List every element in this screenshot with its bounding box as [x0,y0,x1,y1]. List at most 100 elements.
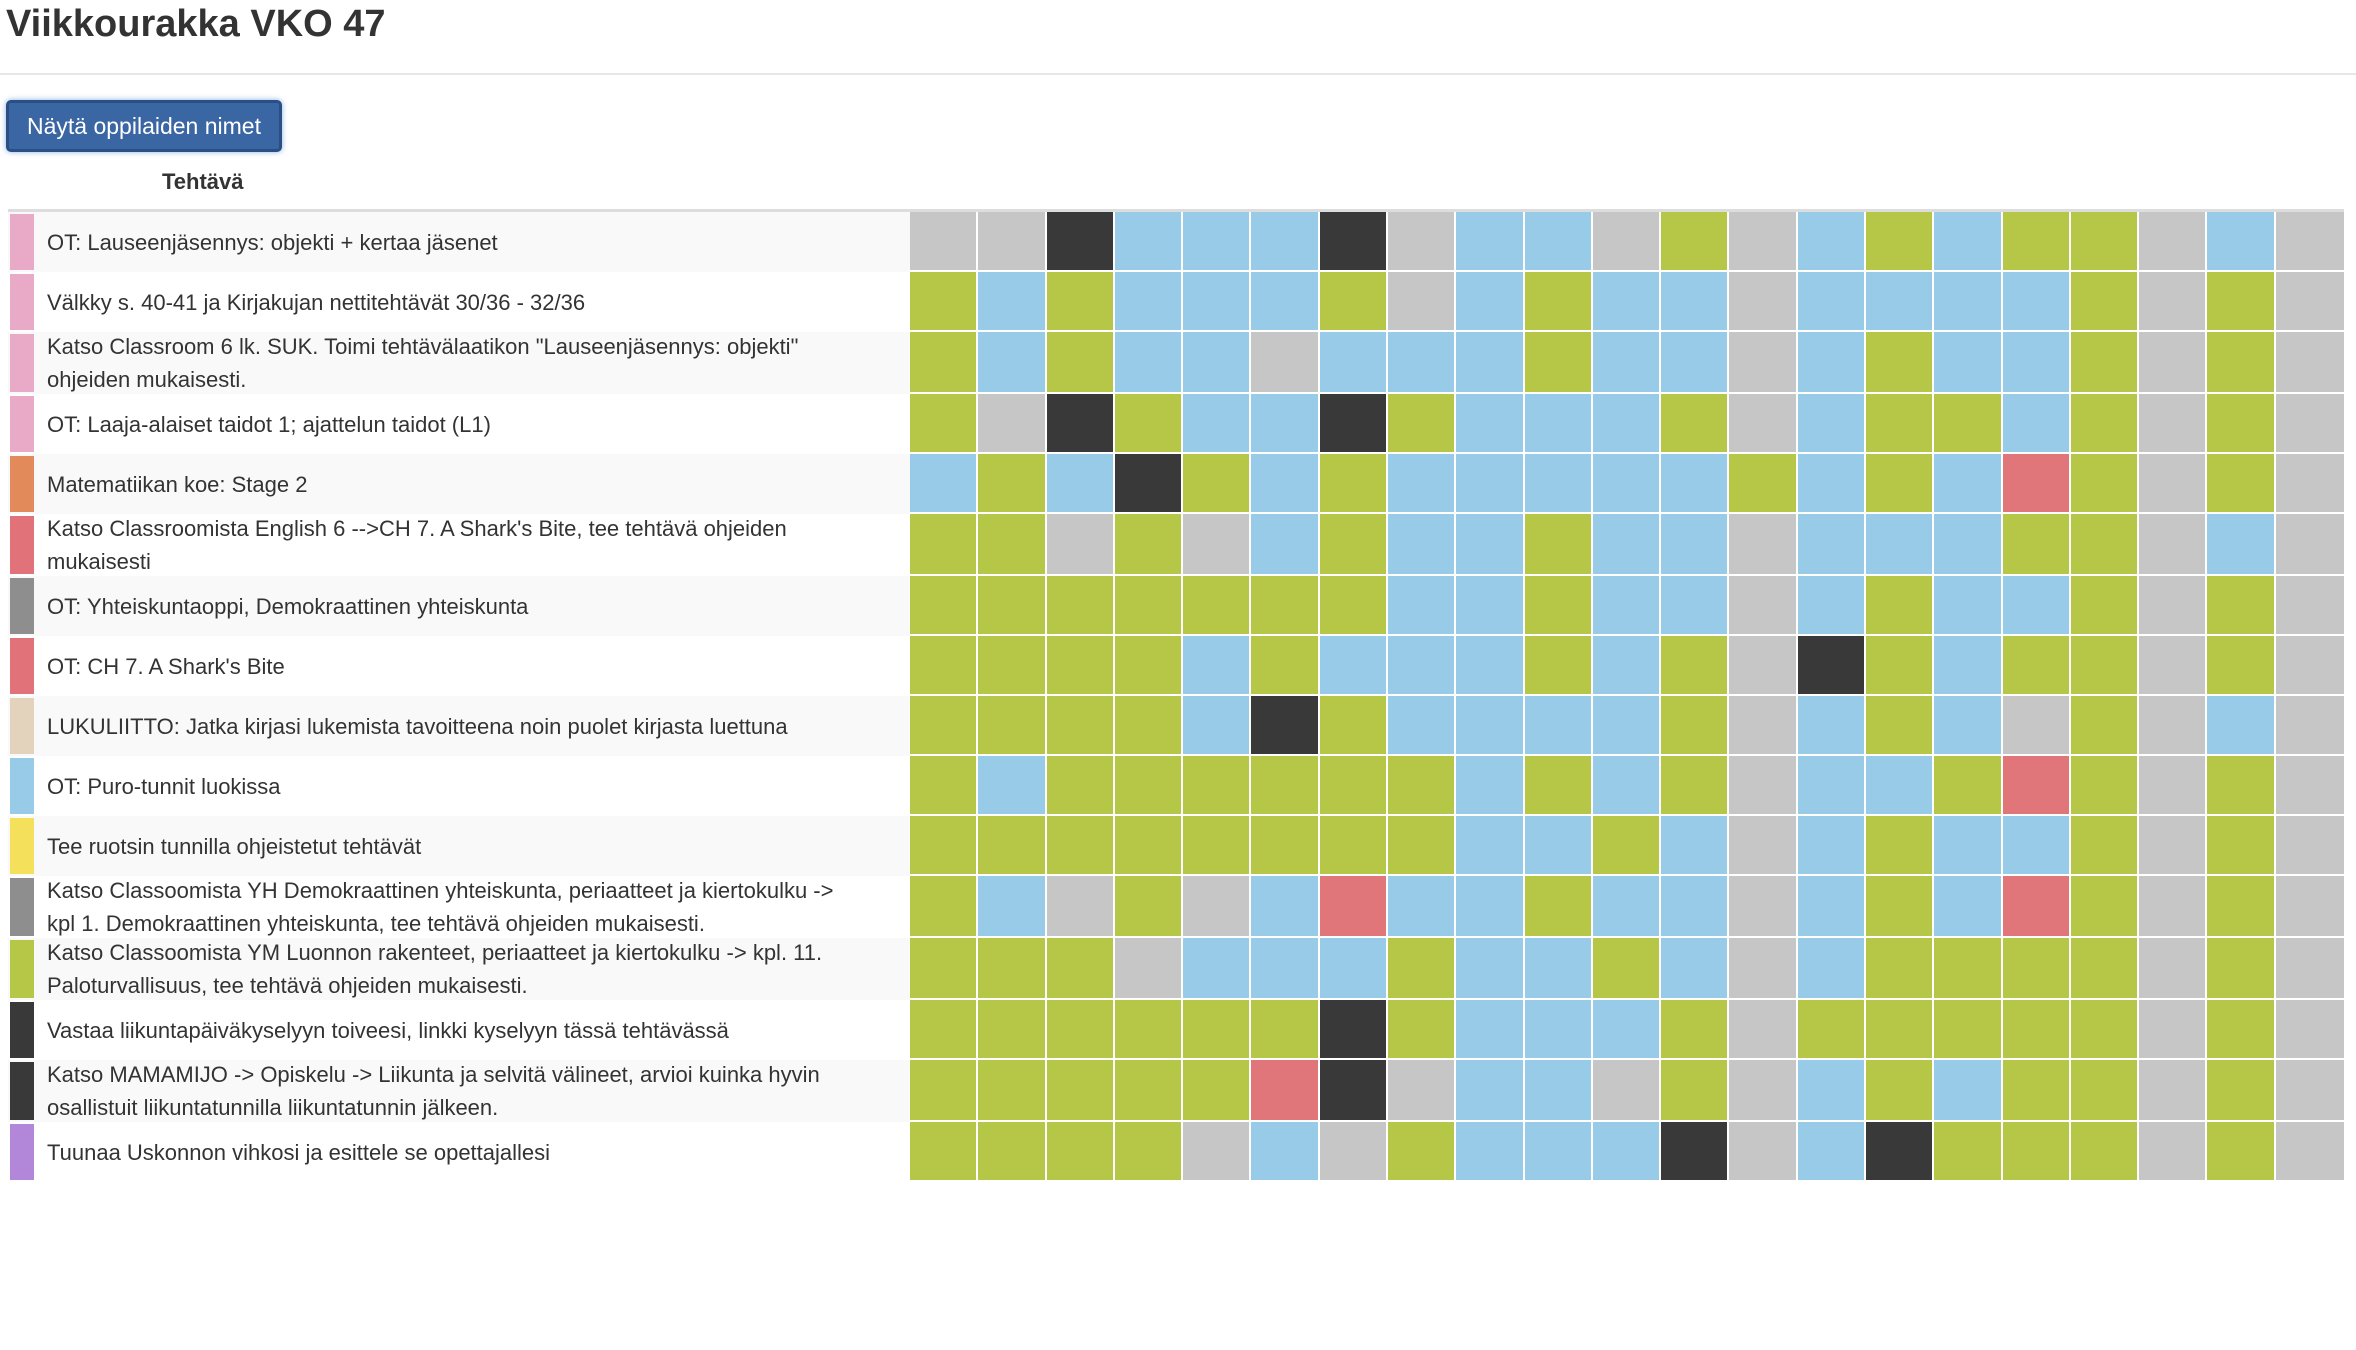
student-status-cell[interactable] [2070,394,2140,454]
student-status-cell[interactable] [1251,1000,1320,1060]
student-status-cell[interactable] [910,514,979,576]
student-status-cell[interactable] [2207,1060,2276,1122]
student-status-cell[interactable] [1319,1000,1388,1060]
student-status-cell[interactable] [2139,394,2208,454]
student-status-cell[interactable] [1251,756,1320,816]
student-status-cell[interactable] [1592,938,1662,1000]
student-status-cell[interactable] [2002,876,2071,938]
student-status-cell[interactable] [1865,332,1935,394]
show-student-names-button[interactable]: Näytä oppilaiden nimet [6,100,282,152]
task-label[interactable]: Vastaa liikuntapäiväkyselyyn toiveesi, l… [47,1017,729,1043]
student-status-cell[interactable] [910,816,979,876]
student-status-cell[interactable] [1319,696,1388,756]
student-status-cell[interactable] [2207,212,2276,272]
student-status-cell[interactable] [2002,1000,2071,1060]
student-status-cell[interactable] [1865,212,1935,272]
task-label[interactable]: OT: Yhteiskuntaoppi, Demokraattinen yhte… [47,593,529,619]
student-status-cell[interactable] [1865,394,1935,454]
student-status-cell[interactable] [2139,1000,2208,1060]
student-status-cell[interactable] [1114,756,1184,816]
student-status-cell[interactable] [1114,938,1184,1000]
student-status-cell[interactable] [1456,576,1525,636]
student-status-cell[interactable] [2070,212,2140,272]
student-status-cell[interactable] [2139,696,2208,756]
student-status-cell[interactable] [978,696,1047,756]
task-label[interactable]: Matematiikan koe: Stage 2 [47,471,308,497]
student-status-cell[interactable] [2002,212,2071,272]
student-status-cell[interactable] [1319,1122,1388,1182]
student-status-cell[interactable] [1251,1060,1320,1122]
student-status-cell[interactable] [1661,272,1730,332]
student-status-cell[interactable] [1592,332,1662,394]
student-status-cell[interactable] [1251,212,1320,272]
task-label[interactable]: Katso Classoomista YH Demokraattinen yht… [47,878,834,936]
student-status-cell[interactable] [2275,514,2344,576]
student-status-cell[interactable] [1524,1122,1593,1182]
student-status-cell[interactable] [1797,576,1866,636]
student-status-cell[interactable] [2070,454,2140,514]
student-status-cell[interactable] [1524,696,1593,756]
student-status-cell[interactable] [978,816,1047,876]
student-status-cell[interactable] [2275,454,2344,514]
student-status-cell[interactable] [1934,1122,2003,1182]
student-status-cell[interactable] [1183,514,1252,576]
student-status-cell[interactable] [1251,454,1320,514]
student-status-cell[interactable] [1183,756,1252,816]
student-status-cell[interactable] [1319,816,1388,876]
student-status-cell[interactable] [1046,1060,1115,1122]
student-status-cell[interactable] [910,332,979,394]
student-status-cell[interactable] [1456,212,1525,272]
student-status-cell[interactable] [1524,756,1593,816]
task-label[interactable]: Katso Classroomista English 6 -->CH 7. A… [47,516,787,574]
student-status-cell[interactable] [2002,272,2071,332]
student-status-cell[interactable] [1661,756,1730,816]
student-status-cell[interactable] [1387,212,1457,272]
student-status-cell[interactable] [2070,514,2140,576]
student-status-cell[interactable] [1797,1000,1866,1060]
student-status-cell[interactable] [2139,1122,2208,1182]
student-status-cell[interactable] [1865,576,1935,636]
task-label[interactable]: Tee ruotsin tunnilla ohjeistetut tehtävä… [47,833,422,859]
student-status-cell[interactable] [1251,394,1320,454]
student-status-cell[interactable] [1729,454,1798,514]
student-status-cell[interactable] [1865,816,1935,876]
student-status-cell[interactable] [2002,514,2071,576]
student-status-cell[interactable] [1865,1122,1935,1182]
student-status-cell[interactable] [1251,816,1320,876]
student-status-cell[interactable] [1456,938,1525,1000]
student-status-cell[interactable] [2002,576,2071,636]
student-status-cell[interactable] [2275,1122,2344,1182]
student-status-cell[interactable] [910,636,979,696]
student-status-cell[interactable] [910,212,979,272]
student-status-cell[interactable] [1183,816,1252,876]
student-status-cell[interactable] [2002,1122,2071,1182]
student-status-cell[interactable] [1387,514,1457,576]
student-status-cell[interactable] [1592,1122,1662,1182]
student-status-cell[interactable] [2275,938,2344,1000]
student-status-cell[interactable] [1524,514,1593,576]
student-status-cell[interactable] [2275,696,2344,756]
student-status-cell[interactable] [1592,876,1662,938]
student-status-cell[interactable] [1114,1122,1184,1182]
student-status-cell[interactable] [2207,454,2276,514]
student-status-cell[interactable] [2275,1060,2344,1122]
student-status-cell[interactable] [1934,576,2003,636]
student-status-cell[interactable] [1524,332,1593,394]
student-status-cell[interactable] [1934,514,2003,576]
student-status-cell[interactable] [2002,636,2071,696]
student-status-cell[interactable] [2275,636,2344,696]
student-status-cell[interactable] [978,1060,1047,1122]
student-status-cell[interactable] [1456,272,1525,332]
student-status-cell[interactable] [1797,332,1866,394]
student-status-cell[interactable] [978,1122,1047,1182]
student-status-cell[interactable] [978,636,1047,696]
student-status-cell[interactable] [1319,876,1388,938]
student-status-cell[interactable] [2275,816,2344,876]
student-status-cell[interactable] [1729,876,1798,938]
student-status-cell[interactable] [910,454,979,514]
student-status-cell[interactable] [1797,1122,1866,1182]
student-status-cell[interactable] [1865,756,1935,816]
student-status-cell[interactable] [910,876,979,938]
student-status-cell[interactable] [1865,636,1935,696]
student-status-cell[interactable] [1729,272,1798,332]
